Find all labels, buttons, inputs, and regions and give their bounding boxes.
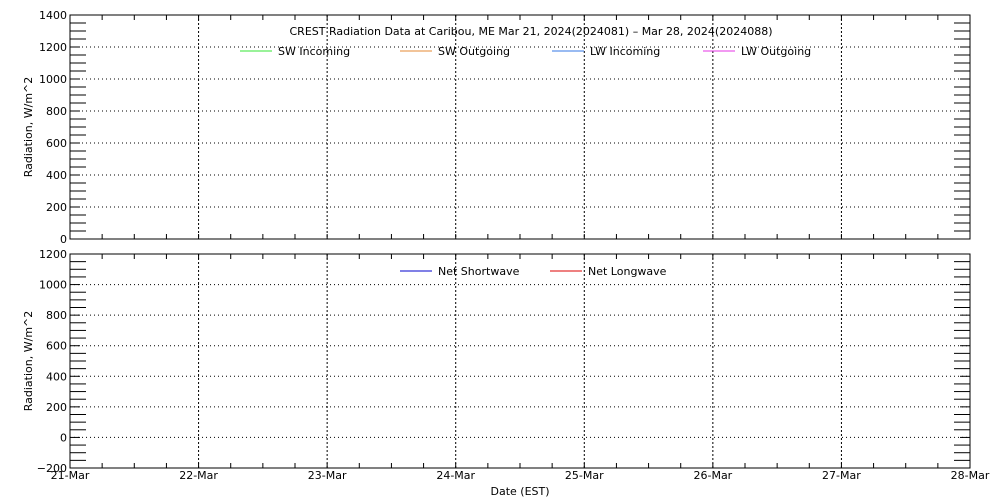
x-tick-label: 24-Mar [436, 469, 475, 482]
legend-label: SW Outgoing [438, 45, 510, 58]
y-tick-label: 0 [60, 233, 67, 246]
x-tick-label: 25-Mar [565, 469, 604, 482]
y-tick-label: 1200 [39, 41, 67, 54]
y-tick-label: 600 [46, 137, 67, 150]
y-tick-label: 1000 [39, 279, 67, 292]
y-tick-label: 800 [46, 105, 67, 118]
y-tick-label: −200 [37, 462, 67, 475]
x-tick-label: 26-Mar [693, 469, 732, 482]
y-tick-label: 200 [46, 401, 67, 414]
legend-label: Net Shortwave [438, 265, 520, 278]
x-tick-label: 27-Mar [822, 469, 861, 482]
plot-frame [69, 14, 971, 240]
y-tick-label: 1200 [39, 248, 67, 261]
plot-frame [69, 253, 971, 469]
y-tick-label: 400 [46, 370, 67, 383]
y-axis-label: Radiation, W/m^2 [22, 311, 35, 412]
legend-label: LW Incoming [590, 45, 660, 58]
y-tick-label: 1000 [39, 73, 67, 86]
y-axis-label: Radiation, W/m^2 [22, 77, 35, 178]
x-tick-label: 21-Mar [51, 469, 90, 482]
x-tick-label: 23-Mar [308, 469, 347, 482]
x-tick-label: 28-Mar [951, 469, 990, 482]
y-tick-label: 400 [46, 169, 67, 182]
y-tick-label: 800 [46, 309, 67, 322]
x-tick-label: 22-Mar [179, 469, 218, 482]
y-tick-label: 1400 [39, 9, 67, 22]
legend-label: Net Longwave [588, 265, 667, 278]
y-tick-label: 600 [46, 340, 67, 353]
legend-label: LW Outgoing [741, 45, 811, 58]
x-axis-label: Date (EST) [490, 485, 549, 498]
y-tick-label: 200 [46, 201, 67, 214]
y-tick-label: 0 [60, 431, 67, 444]
chart-title: CREST Radiation Data at Caribou, ME Mar … [290, 25, 773, 38]
legend-label: SW Incoming [278, 45, 350, 58]
